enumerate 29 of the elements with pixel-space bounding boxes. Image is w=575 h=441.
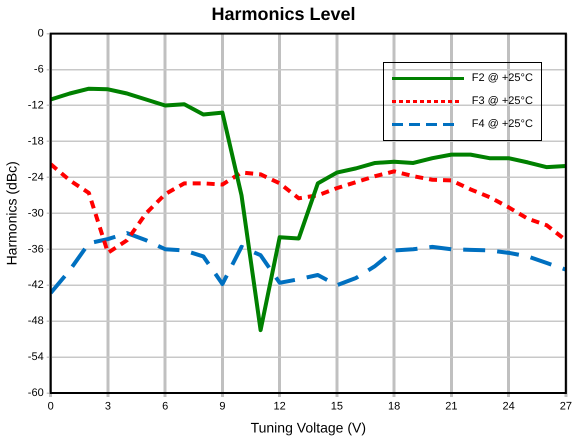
x-tick-label: 0 xyxy=(48,400,54,413)
y-tick-label: 0 xyxy=(38,28,44,40)
y-tick-label: -42 xyxy=(28,279,44,292)
x-tick-label: 15 xyxy=(330,400,344,413)
x-tick-label: 24 xyxy=(502,400,515,413)
line-series xyxy=(50,231,566,295)
y-tick-label: -60 xyxy=(28,387,44,400)
chart-title: Harmonics Level xyxy=(211,4,356,24)
y-tick-label: -6 xyxy=(34,64,44,76)
y-tick-label: -36 xyxy=(28,243,44,256)
y-tick-label: -24 xyxy=(28,171,44,184)
legend-label: F2 @ +25°C xyxy=(472,72,533,84)
x-tick-label: 3 xyxy=(104,400,112,413)
line-series xyxy=(50,162,566,255)
x-tick-label: 9 xyxy=(219,400,226,413)
y-tick-label: -12 xyxy=(28,100,44,112)
y-tick-label: -48 xyxy=(28,315,44,328)
x-axis-title: Tuning Voltage (V) xyxy=(250,419,366,436)
x-tick-label: 6 xyxy=(162,400,168,413)
x-tick-label: 21 xyxy=(445,400,458,413)
x-tick-label: 18 xyxy=(388,400,400,413)
x-tick-label: 12 xyxy=(274,400,286,413)
legend-label: F3 @ +25°C xyxy=(472,95,533,108)
y-tick-label: -18 xyxy=(28,135,44,148)
y-tick-label: -54 xyxy=(28,351,44,364)
legend-label: F4 @ +25°C xyxy=(472,118,533,130)
x-tick-label: 27 xyxy=(560,400,572,413)
y-tick-label: -30 xyxy=(28,207,44,220)
y-axis-title: Harmonics (dBc) xyxy=(3,161,20,266)
